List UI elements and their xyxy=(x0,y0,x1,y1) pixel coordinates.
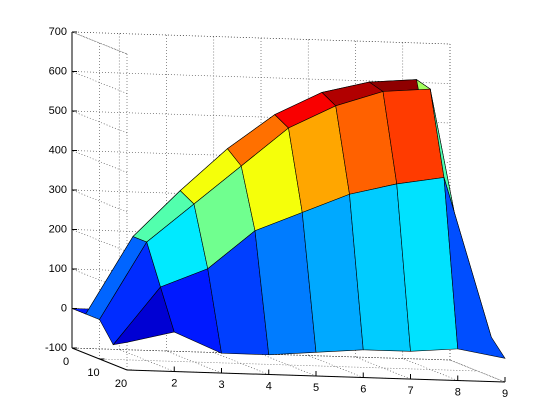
grid-line xyxy=(402,358,458,381)
surface-face xyxy=(443,177,506,359)
z-tick-label: 300 xyxy=(49,184,67,196)
y-tick-label: 10 xyxy=(87,367,99,379)
z-tick-label: 700 xyxy=(49,26,67,38)
z-tick-label: 100 xyxy=(49,263,67,275)
grid-line xyxy=(71,110,128,134)
z-tick-label: 400 xyxy=(49,144,67,156)
grid-line xyxy=(213,352,269,375)
x-tick-label: 8 xyxy=(455,386,461,398)
grid-line xyxy=(71,71,128,94)
x-tick-label: 4 xyxy=(266,380,272,392)
grid-line xyxy=(71,229,128,252)
z-tick-label: 200 xyxy=(49,223,67,235)
z-tick-label: 0 xyxy=(61,302,67,314)
y-tick-label: 20 xyxy=(115,378,127,390)
x-tick-label: 6 xyxy=(360,383,366,395)
x-tick-label: 7 xyxy=(407,385,413,397)
grid-line xyxy=(99,358,478,372)
grid-line xyxy=(260,353,317,377)
x-tick-label: 2 xyxy=(171,377,177,389)
grid-line xyxy=(71,150,128,173)
grid-line xyxy=(449,359,506,383)
z-tick-label: -100 xyxy=(45,342,67,354)
grid-line xyxy=(308,355,364,378)
grid-line xyxy=(71,31,128,55)
box-edge xyxy=(71,31,128,55)
y-tick-label: 0 xyxy=(63,356,69,368)
grid-line xyxy=(119,349,175,372)
x-tick-label: 5 xyxy=(313,382,319,394)
x-tick-label: 9 xyxy=(502,388,508,400)
z-tick-label: 500 xyxy=(49,105,67,117)
z-tick-label: 600 xyxy=(49,65,67,77)
x-tick-label: 3 xyxy=(218,379,224,391)
box-edge xyxy=(449,359,506,383)
grid-line xyxy=(71,189,128,213)
grid-line xyxy=(166,350,222,374)
grid-line xyxy=(355,356,411,380)
